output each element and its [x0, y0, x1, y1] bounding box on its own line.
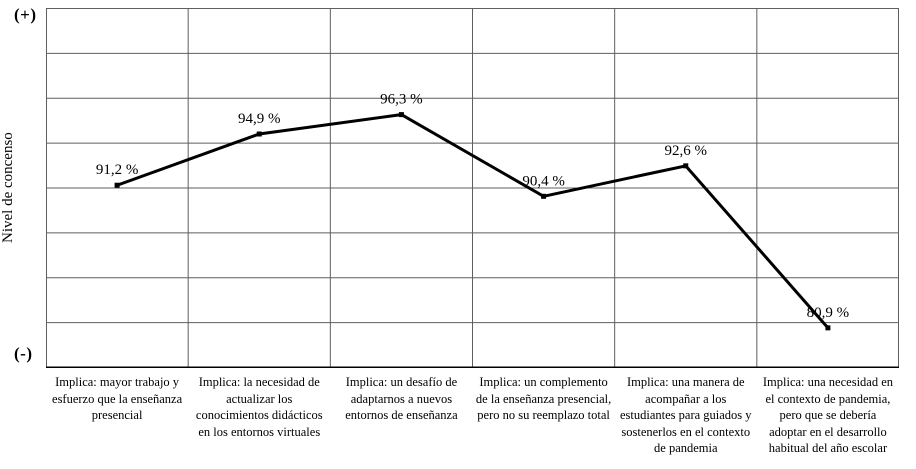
value-label: 94,9 % [238, 111, 281, 127]
x-category-label: Implica: un desafío de adaptarnos a nuev… [345, 375, 458, 422]
data-line [116, 113, 830, 329]
plot-svg: 91,2 % 94,9 % 96,3 % 90,4 % 92,6 % 80,9 % [46, 8, 899, 368]
value-label: 90,4 % [522, 173, 565, 189]
x-category-label: Implica: una manera de acompañar a los e… [619, 375, 752, 455]
data-point [398, 112, 404, 118]
x-category-label: Implica: la necesidad de actualizar los … [195, 375, 323, 439]
y-axis-title: Nivel de concenso [0, 132, 16, 244]
x-category-label: Implica: mayor trabajo y esfuerzo que la… [52, 375, 183, 422]
x-category-label: Implica: una necesidad en el contexto de… [762, 375, 894, 455]
data-point [683, 163, 689, 169]
data-point [541, 193, 547, 199]
x-category-label: Implica: un complemento de la enseñanza … [475, 375, 612, 422]
y-axis-top-label: (+) [14, 5, 37, 24]
data-point [256, 131, 262, 137]
value-label: 96,3 % [380, 92, 423, 108]
y-axis-bottom-label: (-) [14, 344, 33, 363]
data-point [114, 182, 120, 188]
x-axis-labels: Implica: mayor trabajo y esfuerzo que la… [46, 374, 899, 457]
value-label: 91,2 % [96, 162, 139, 178]
value-label: 80,9 % [807, 305, 850, 321]
data-point [825, 325, 831, 331]
value-label: 92,6 % [665, 143, 708, 159]
